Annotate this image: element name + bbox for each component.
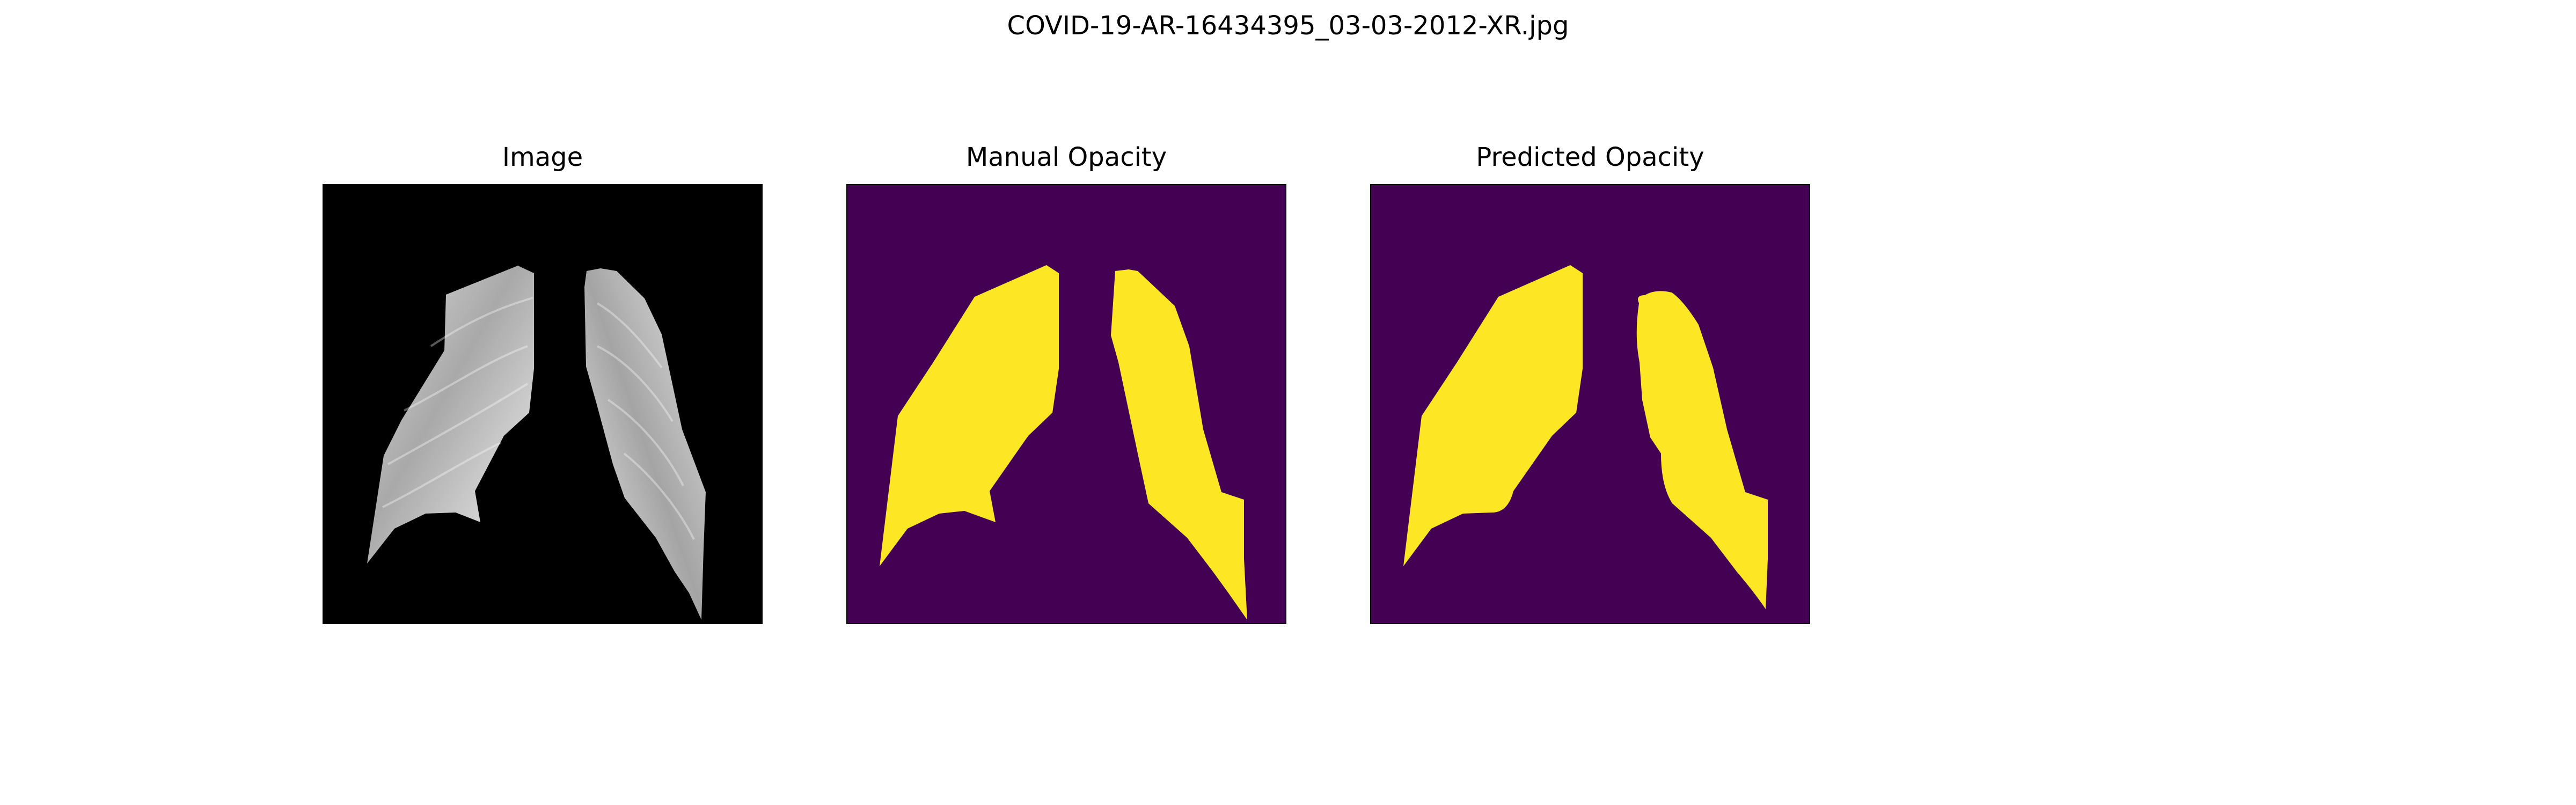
predicted-left-lung-mask bbox=[1403, 265, 1583, 566]
manual-left-lung-mask bbox=[880, 265, 1059, 566]
manual-opacity-axes bbox=[846, 184, 1286, 624]
figure-title: COVID-19-AR-16434395_03-03-2012-XR.jpg bbox=[1007, 11, 1569, 41]
predicted-right-lung-mask bbox=[1636, 291, 1768, 609]
predicted-opacity-mask bbox=[1371, 185, 1809, 623]
manual-opacity-mask bbox=[847, 185, 1285, 623]
xray-right-lung bbox=[584, 268, 706, 620]
predicted-opacity-axes bbox=[1370, 184, 1810, 624]
xray-left-lung bbox=[367, 266, 534, 564]
xray-image bbox=[324, 185, 762, 623]
manual-right-lung-mask bbox=[1111, 269, 1247, 620]
panel-title-predicted-opacity: Predicted Opacity bbox=[1476, 142, 1704, 172]
xray-rib-lines bbox=[382, 297, 695, 540]
image-axes bbox=[323, 184, 763, 624]
panel-title-image: Image bbox=[502, 142, 583, 172]
panel-title-manual-opacity: Manual Opacity bbox=[965, 142, 1167, 172]
